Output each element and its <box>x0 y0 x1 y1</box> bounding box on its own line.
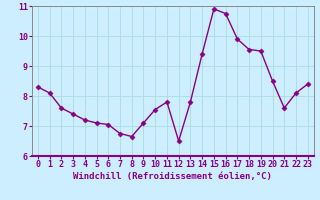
X-axis label: Windchill (Refroidissement éolien,°C): Windchill (Refroidissement éolien,°C) <box>73 172 272 181</box>
